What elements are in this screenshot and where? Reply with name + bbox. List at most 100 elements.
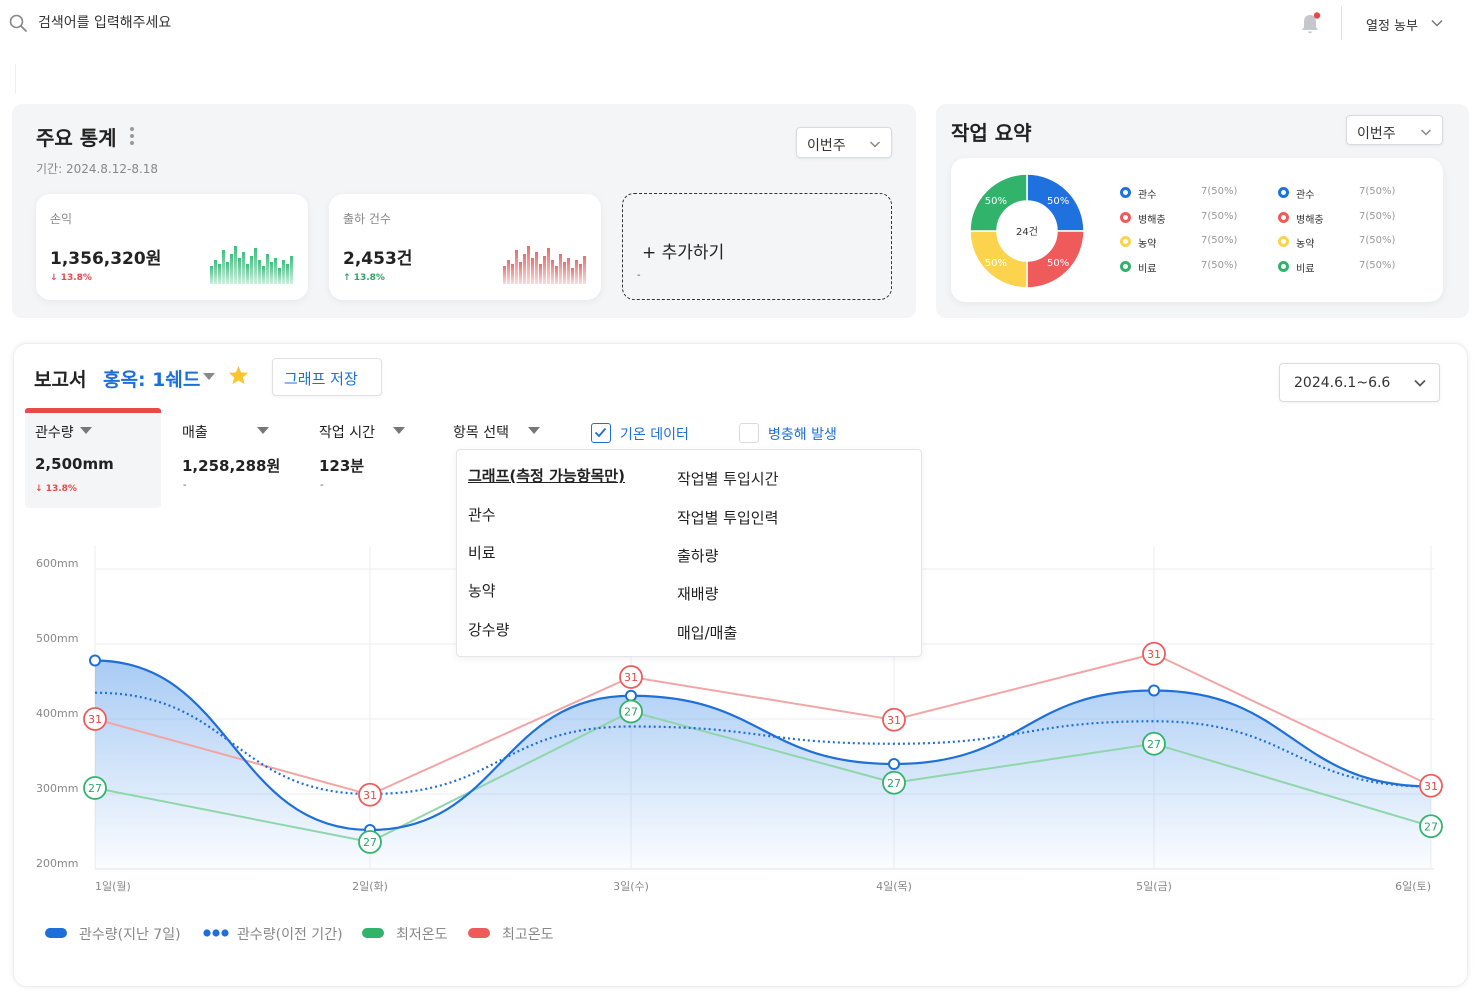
- temp-point[interactable]: 31: [882, 707, 906, 732]
- temp-point[interactable]: 31: [83, 707, 107, 731]
- dropdown-item-workers-by-task[interactable]: 작업별 투입인력: [677, 509, 779, 527]
- temp-point[interactable]: 27: [358, 830, 382, 854]
- sparkline-bar: [254, 248, 257, 284]
- shipment-value: 2,453건: [343, 249, 413, 269]
- date-range-select[interactable]: 2024.6.1~6.6: [1279, 363, 1440, 402]
- sparkline-bar: [539, 264, 542, 284]
- legend-value: 7(50%): [1201, 235, 1238, 246]
- metric-tab-sales[interactable]: 매출 1,258,288원 -: [182, 408, 282, 508]
- item-select-dropdown: 그래프(측정 가능항목만) 관수 비료 농약 강수량 작업별 투입시간 작업별 …: [456, 449, 922, 657]
- dropdown-item-purchase-sales[interactable]: 매입/매출: [677, 624, 738, 642]
- metric-value: 2,500mm: [35, 455, 114, 473]
- arrow-up-icon: ↑: [343, 273, 351, 283]
- legend-ring-icon: [1120, 260, 1131, 272]
- temp-point[interactable]: 27: [619, 699, 643, 724]
- dropdown-item-pesticide[interactable]: 농약: [468, 582, 496, 600]
- legend-ring-icon: [1120, 236, 1131, 247]
- search-input[interactable]: [38, 12, 458, 34]
- house-select[interactable]: 홍옥: 1쉐드: [103, 365, 200, 392]
- irrigation-area: [95, 660, 1431, 869]
- max-temp-line: [94, 652, 1432, 796]
- pest-checkbox[interactable]: [739, 423, 759, 443]
- legend-value: 7(50%): [1201, 186, 1238, 197]
- irrigation-point[interactable]: [1148, 684, 1160, 697]
- x-tick-label: 2일(화): [352, 879, 388, 893]
- sparkline-bar: [270, 262, 273, 284]
- temp-point[interactable]: 27: [1419, 814, 1443, 839]
- dropdown-item-hours-by-task[interactable]: 작업별 투입시간: [677, 470, 779, 488]
- profit-label: 손익: [50, 212, 73, 226]
- shipment-label: 출하 건수: [343, 212, 391, 226]
- star-icon[interactable]: [228, 365, 249, 385]
- sparkline-bar: [246, 264, 249, 284]
- metric-tab-irrigation[interactable]: 관수량 2,500mm ↓ 13.8%: [25, 408, 161, 508]
- chevron-down-icon: [1420, 129, 1432, 136]
- metric-delta-value: 13.8%: [45, 484, 77, 494]
- sparkline-bar: [535, 252, 538, 284]
- add-card-button[interactable]: + 추가하기 -: [622, 193, 892, 300]
- metric-label: 항목 선택: [453, 425, 509, 441]
- check-icon: [594, 427, 607, 438]
- stats-period-select[interactable]: 이번주: [796, 127, 892, 158]
- metric-label: 매출: [182, 425, 208, 441]
- temp-point[interactable]: 27: [83, 776, 107, 800]
- profit-sparkline: [210, 246, 293, 284]
- dropdown-item-shipment[interactable]: 출하량: [677, 547, 719, 565]
- user-name[interactable]: 열정 농부: [1366, 19, 1418, 34]
- dropdown-item-cultivation[interactable]: 재배량: [677, 585, 719, 603]
- work-summary-card: 50% 50% 50% 50% 24건 관수 7(50%) 병해충 7(50%) 농약 7(50%…: [951, 158, 1443, 302]
- work-donut-chart: 50% 50% 50% 50% 24건: [969, 173, 1085, 289]
- more-vertical-icon[interactable]: [127, 125, 137, 147]
- shipment-card[interactable]: 출하 건수 2,453건 ↑ 13.8%: [329, 194, 601, 300]
- temp-point-circle: [1142, 641, 1166, 666]
- temp-point[interactable]: 31: [358, 782, 382, 807]
- weather-checkbox[interactable]: [591, 423, 611, 443]
- work-period-select[interactable]: 이번주: [1346, 115, 1443, 145]
- weather-checkbox-label[interactable]: 기온 데이터: [620, 427, 689, 443]
- sparkline-bar: [262, 266, 265, 284]
- temp-point-circle: [619, 699, 643, 724]
- sparkline-bar: [242, 252, 245, 284]
- work-summary-title: 작업 요약: [951, 121, 1032, 145]
- dropdown-item-irrigation[interactable]: 관수: [468, 506, 496, 524]
- irrigation-point[interactable]: [89, 654, 101, 667]
- sparkline-bar: [559, 254, 562, 284]
- legend-name: 병해충: [1138, 214, 1166, 226]
- legend-name: 관수: [1138, 190, 1157, 201]
- irrigation-point[interactable]: [888, 758, 900, 770]
- y-tick-label: 400mm: [36, 707, 78, 720]
- pest-checkbox-label[interactable]: 병충해 발생: [768, 427, 837, 443]
- irrigation-point[interactable]: [625, 689, 637, 702]
- temp-point[interactable]: 31: [1142, 641, 1166, 666]
- metric-tab-select-item[interactable]: 항목 선택: [453, 408, 553, 448]
- sparkline-bar: [226, 262, 229, 284]
- legend-ring-icon: [1278, 236, 1289, 247]
- temp-point[interactable]: 31: [1419, 773, 1443, 798]
- bell-icon[interactable]: [1299, 12, 1321, 36]
- temp-point-circle: [358, 830, 382, 854]
- chevron-down-icon[interactable]: [1430, 16, 1444, 30]
- sparkline-bar: [511, 264, 514, 284]
- caret-down-icon: [393, 427, 405, 434]
- legend-ring-icon: [1278, 211, 1289, 223]
- dropdown-item-fertilizer[interactable]: 비료: [468, 544, 496, 562]
- sparkline-bar: [571, 268, 574, 284]
- temp-point[interactable]: 27: [882, 770, 906, 795]
- donut-slice-label: 50%: [985, 196, 1007, 207]
- temp-point[interactable]: 27: [1142, 731, 1166, 756]
- save-graph-button[interactable]: 그래프 저장: [272, 358, 382, 396]
- temp-point-label: 31: [1147, 648, 1161, 661]
- temp-point-circle: [619, 665, 643, 689]
- metric-tab-work-time[interactable]: 작업 시간 123분 -: [319, 408, 419, 508]
- legend-swatch-current: [45, 928, 67, 938]
- dropdown-item-graph[interactable]: 그래프(측정 가능항목만): [468, 467, 625, 485]
- legend-value: 7(50%): [1359, 186, 1396, 197]
- metric-label: 작업 시간: [319, 425, 375, 441]
- profit-card[interactable]: 손익 1,356,320원 ↓ 13.8%: [36, 194, 308, 300]
- search-icon[interactable]: [9, 14, 27, 32]
- legend-previous: 관수량(이전 기간): [237, 927, 343, 943]
- caret-down-icon[interactable]: [203, 373, 215, 381]
- temp-point[interactable]: 31: [619, 665, 643, 689]
- legend-name: 비료: [1138, 263, 1157, 275]
- dropdown-item-rainfall[interactable]: 강수량: [468, 621, 510, 639]
